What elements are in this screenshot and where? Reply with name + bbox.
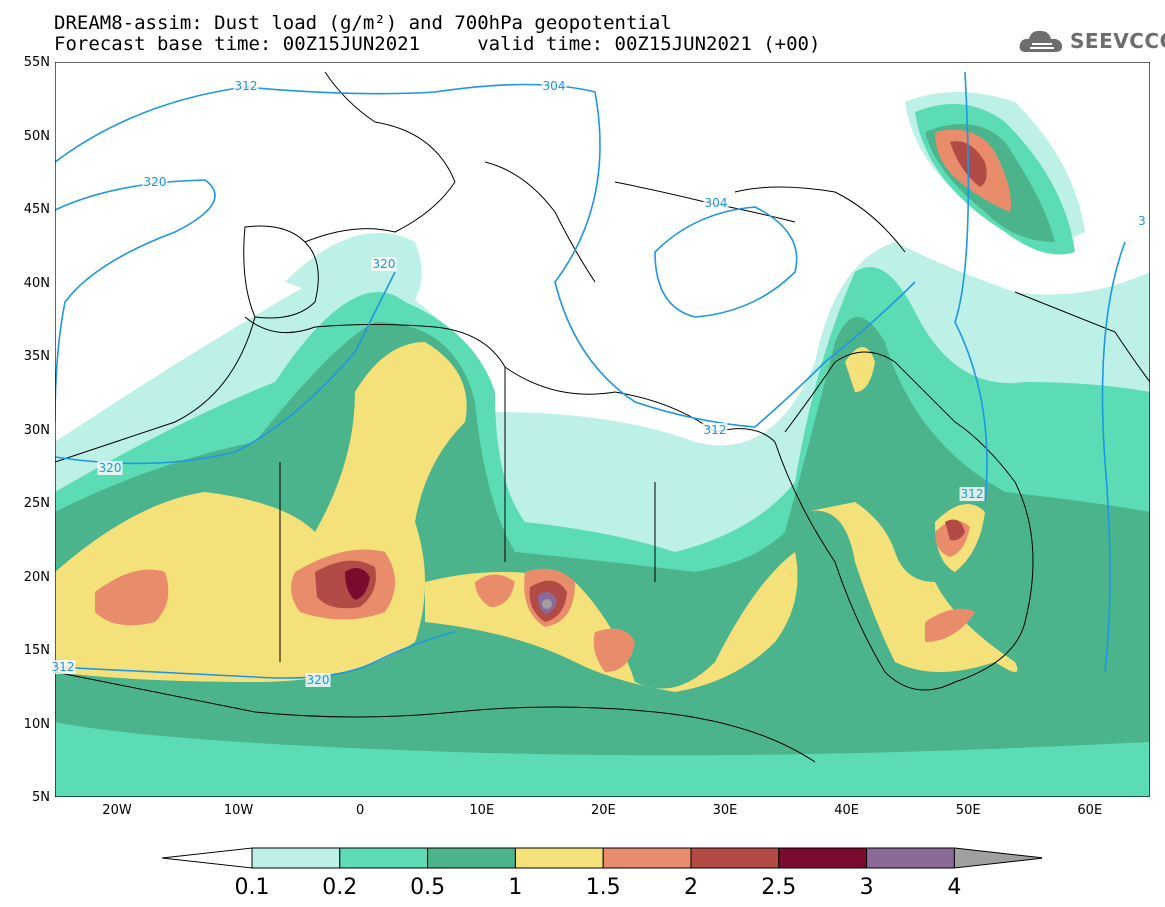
lon-label: 0 — [356, 803, 365, 818]
lat-label: 50N — [23, 128, 50, 144]
lat-label: 45N — [23, 202, 50, 217]
contour-label: 312 — [50, 660, 76, 674]
lat-label: 40N — [23, 275, 50, 291]
colorbar — [162, 847, 1042, 869]
contour-label: 312 — [233, 79, 259, 93]
seevccc-logo: SEEVCCC — [1018, 26, 1165, 58]
lat-label: 5N — [32, 790, 50, 805]
lat-label: 15N — [23, 643, 50, 658]
colorbar-low-extend — [162, 847, 253, 869]
forecast-time-line: Forecast base time: 00Z15JUN2021 valid t… — [54, 33, 821, 55]
lon-label: 40E — [834, 803, 859, 818]
contour-label: 320 — [97, 461, 123, 475]
contour-label: 320 — [305, 673, 331, 687]
colorbar-cell — [514, 847, 604, 869]
lat-label: 10N — [23, 716, 50, 732]
colorbar-tick-label: 0.2 — [322, 875, 358, 900]
lon-label: 10E — [469, 803, 495, 818]
contour-label: 320 — [371, 257, 397, 271]
colorbar-tick-label: 0.1 — [234, 875, 270, 900]
lon-label: 10W — [223, 803, 254, 818]
lon-label: 30E — [712, 803, 738, 818]
contour-label: 3 — [1137, 214, 1147, 228]
dust-level-2-plus — [315, 141, 987, 622]
dust-map — [55, 62, 1150, 797]
colorbar-cell — [690, 847, 780, 869]
lon-label: 60E — [1077, 803, 1103, 818]
colorbar-cell — [953, 847, 1042, 869]
colorbar-tick-label: 0.5 — [410, 875, 446, 900]
colorbar-tick-label: 2.5 — [761, 875, 797, 900]
colorbar-cell — [778, 847, 868, 869]
lon-label: 20E — [591, 803, 616, 818]
lat-label: 55N — [23, 55, 50, 70]
chart-title: DREAM8-assim: Dust load (g/m²) and 700hP… — [54, 12, 672, 34]
colorbar-cell — [251, 847, 341, 869]
colorbar-tick-label: 2 — [684, 875, 698, 900]
colorbar-tick-label: 1 — [508, 875, 523, 900]
lat-label: 25N — [23, 496, 50, 511]
lon-label: 50E — [955, 803, 981, 818]
contour-label: 304 — [541, 79, 567, 93]
colorbar-cell — [866, 847, 955, 869]
lat-label: 35N — [23, 349, 50, 364]
colorbar-tick-label: 4 — [947, 875, 962, 900]
contour-label: 312 — [959, 487, 985, 501]
contour-label: 304 — [703, 196, 729, 210]
logo-text: SEEVCCC — [1070, 29, 1165, 53]
contour-label: 320 — [142, 175, 168, 189]
colorbar-cell — [602, 847, 692, 869]
lat-label: 20N — [23, 569, 50, 585]
geopotential-contours — [55, 71, 1126, 679]
colorbar-cell — [427, 847, 516, 869]
colorbar-tick-label: 3 — [859, 875, 874, 900]
lat-label: 30N — [23, 422, 50, 438]
contour-label: 312 — [702, 423, 728, 437]
lon-label: 20W — [102, 803, 132, 818]
colorbar-cell — [339, 847, 429, 869]
cloud-icon — [1019, 30, 1063, 52]
colorbar-tick-label: 1.5 — [585, 875, 621, 900]
